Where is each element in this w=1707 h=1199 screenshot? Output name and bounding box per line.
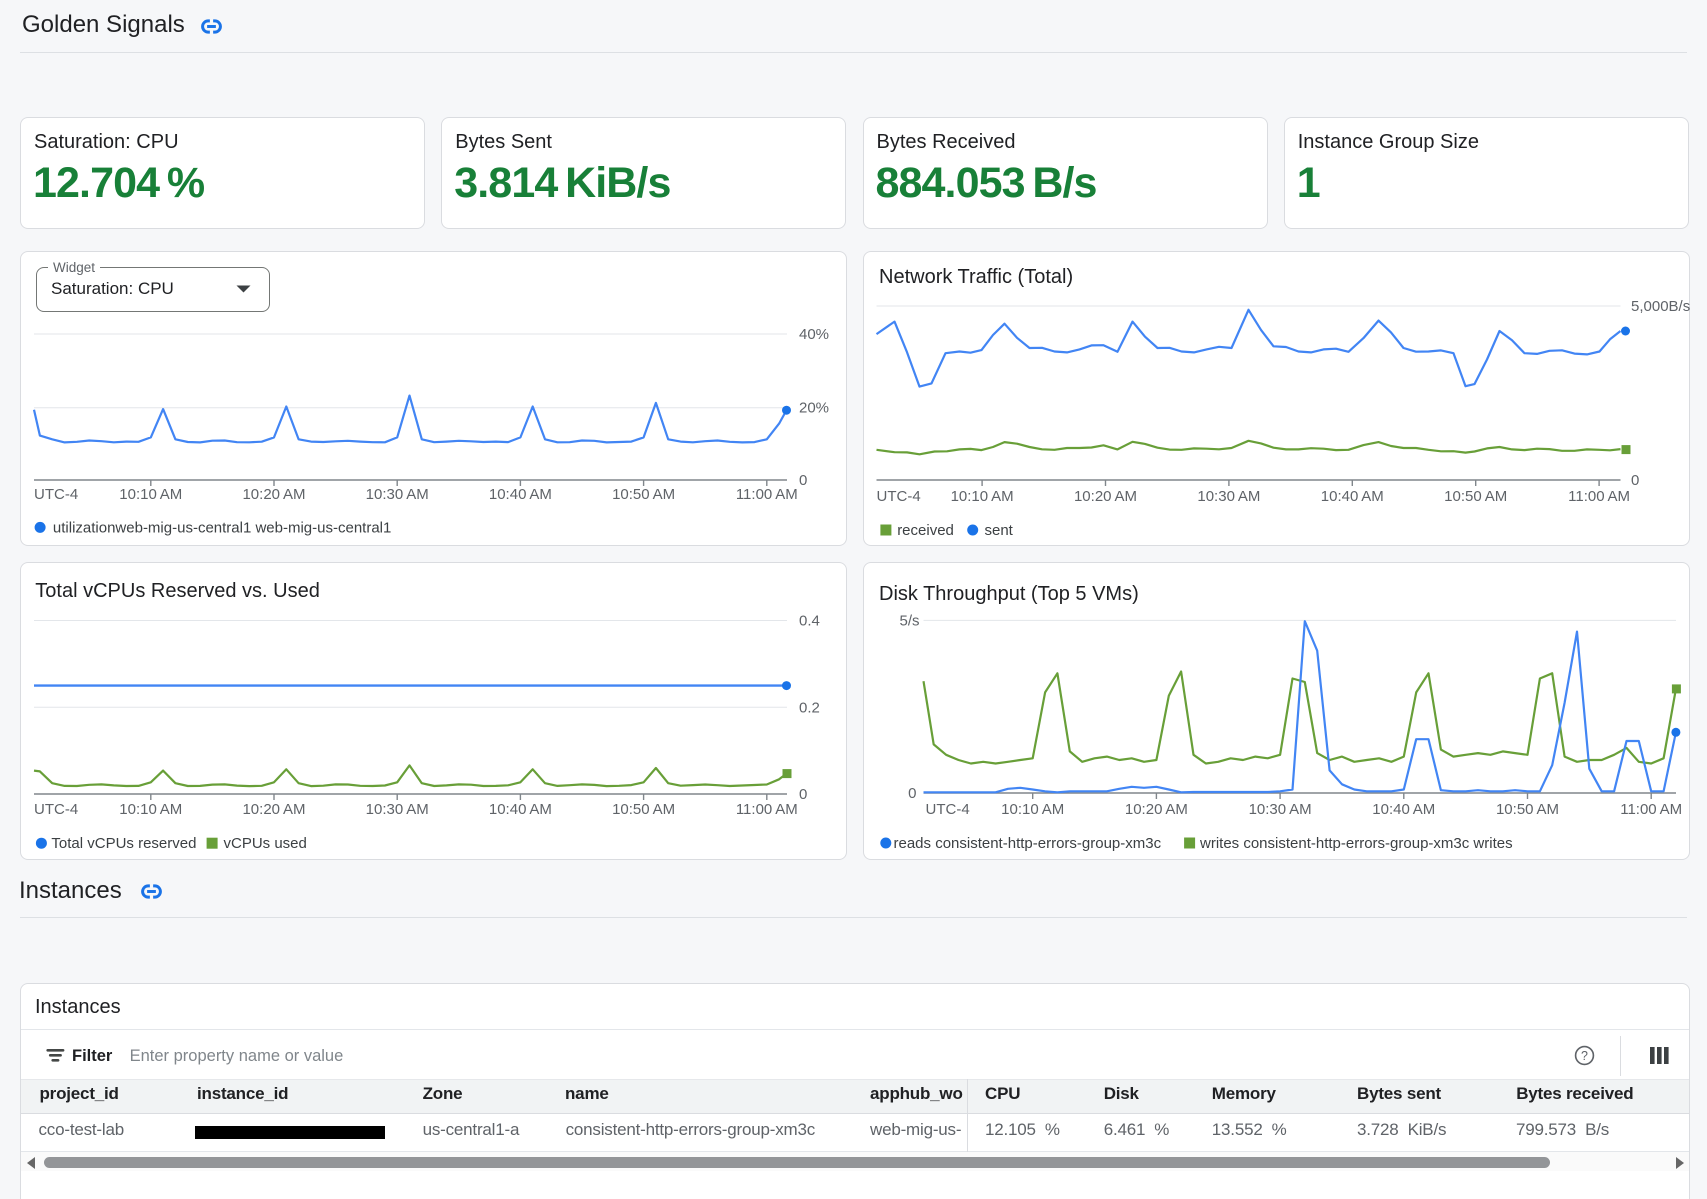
svg-text:10:30 AM: 10:30 AM: [366, 486, 429, 503]
svg-text:11:00 AM: 11:00 AM: [736, 486, 798, 503]
svg-text:10:30 AM: 10:30 AM: [366, 801, 429, 818]
svg-text:Total vCPUs Reserved vs. Used: Total vCPUs Reserved vs. Used: [35, 580, 320, 602]
svg-text:10:10 AM: 10:10 AM: [119, 801, 182, 818]
svg-text:sent: sent: [984, 522, 1013, 539]
svg-text:Total vCPUs reserved: Total vCPUs reserved: [51, 835, 196, 852]
svg-text:UTC-4: UTC-4: [34, 801, 78, 818]
svg-text:20%: 20%: [799, 400, 829, 417]
svg-text:?: ?: [1581, 1049, 1588, 1063]
svg-text:10:20 AM: 10:20 AM: [242, 801, 305, 818]
svg-text:UTC-4: UTC-4: [34, 486, 78, 503]
svg-text:10:10 AM: 10:10 AM: [119, 486, 182, 503]
svg-text:0: 0: [799, 472, 807, 489]
svg-text:UTC-4: UTC-4: [876, 488, 920, 505]
svg-text:10:50 AM: 10:50 AM: [612, 486, 675, 503]
svg-text:11:00 AM: 11:00 AM: [736, 801, 798, 818]
svg-text:5,000B/s: 5,000B/s: [1631, 298, 1690, 315]
svg-text:40%: 40%: [799, 326, 829, 343]
svg-text:10:40 AM: 10:40 AM: [489, 801, 552, 818]
svg-text:0.2: 0.2: [799, 699, 820, 716]
svg-text:0.4: 0.4: [799, 613, 820, 630]
svg-text:10:20 AM: 10:20 AM: [242, 486, 305, 503]
svg-text:UTC-4: UTC-4: [925, 801, 969, 818]
svg-text:10:10 AM: 10:10 AM: [1001, 801, 1064, 818]
svg-text:5/s: 5/s: [899, 612, 919, 629]
svg-text:0: 0: [1631, 472, 1639, 489]
svg-text:Network Traffic (Total): Network Traffic (Total): [879, 266, 1073, 288]
svg-text:vCPUs used: vCPUs used: [224, 835, 307, 852]
svg-text:11:00 AM: 11:00 AM: [1620, 801, 1682, 818]
svg-text:10:50 AM: 10:50 AM: [1444, 488, 1507, 505]
svg-text:utilizationweb-mig-us-central1: utilizationweb-mig-us-central1 web-mig-u…: [53, 519, 391, 536]
svg-text:10:20 AM: 10:20 AM: [1073, 488, 1136, 505]
svg-text:10:40 AM: 10:40 AM: [489, 486, 552, 503]
svg-text:0: 0: [908, 785, 916, 802]
svg-text:11:00 AM: 11:00 AM: [1568, 488, 1630, 505]
svg-text:writes consistent-http-errors-: writes consistent-http-errors-group-xm3c…: [1199, 835, 1513, 852]
svg-text:10:50 AM: 10:50 AM: [1495, 801, 1558, 818]
svg-text:reads consistent-http-errors-g: reads consistent-http-errors-group-xm3c: [893, 835, 1161, 852]
svg-text:Disk Throughput (Top 5 VMs): Disk Throughput (Top 5 VMs): [879, 583, 1139, 605]
svg-text:10:20 AM: 10:20 AM: [1124, 801, 1187, 818]
svg-text:10:50 AM: 10:50 AM: [612, 801, 675, 818]
svg-text:0: 0: [799, 786, 807, 803]
svg-text:10:40 AM: 10:40 AM: [1320, 488, 1383, 505]
svg-text:10:30 AM: 10:30 AM: [1248, 801, 1311, 818]
svg-text:10:40 AM: 10:40 AM: [1372, 801, 1435, 818]
svg-text:10:10 AM: 10:10 AM: [950, 488, 1013, 505]
svg-text:10:30 AM: 10:30 AM: [1197, 488, 1260, 505]
svg-text:received: received: [897, 522, 954, 539]
